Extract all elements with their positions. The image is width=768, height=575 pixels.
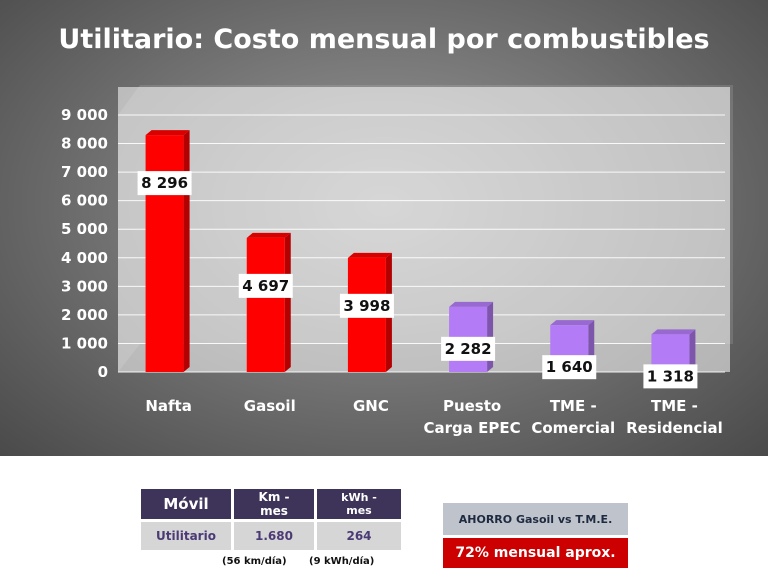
y-tick-label: 4 000 bbox=[61, 249, 108, 267]
x-tick-label: TME - bbox=[651, 397, 698, 415]
data-label-box bbox=[339, 293, 394, 318]
x-tick-label: GNC bbox=[353, 397, 389, 415]
x-tick-label: Puesto bbox=[443, 397, 501, 415]
data-label: 3 998 bbox=[343, 297, 390, 315]
note-km-per-day: (56 km/día) bbox=[222, 556, 287, 567]
data-label-box bbox=[542, 355, 597, 380]
x-tick-label: Carga EPEC bbox=[424, 419, 521, 437]
cell-km: 1.680 bbox=[234, 522, 314, 550]
x-tick-label: Nafta bbox=[145, 397, 192, 415]
bar-top bbox=[550, 320, 595, 326]
x-tick-label: Comercial bbox=[531, 419, 615, 437]
bar bbox=[145, 135, 184, 372]
bar-side bbox=[689, 329, 696, 372]
bar-side bbox=[284, 232, 291, 372]
y-tick-label: 3 000 bbox=[61, 277, 108, 295]
savings-title: AHORRO Gasoil vs T.M.E. bbox=[443, 503, 628, 535]
data-label: 1 640 bbox=[546, 358, 593, 376]
bar-side bbox=[183, 130, 190, 372]
bar-top bbox=[651, 329, 696, 335]
bar-top bbox=[246, 232, 291, 238]
y-tick-label: 9 000 bbox=[61, 106, 108, 124]
bar-top bbox=[145, 130, 190, 136]
bar-top bbox=[347, 252, 392, 258]
header-kwh-mes: kWh - mes bbox=[317, 489, 401, 519]
x-tick-label: Gasoil bbox=[244, 397, 296, 415]
data-label-box bbox=[238, 273, 293, 298]
y-tick-label: 8 000 bbox=[61, 135, 108, 153]
bar-chart: 0 1 000 2 000 3 000 4 000 5 000 6 000 7 000 8 00… bbox=[58, 24, 723, 437]
header-movil: Móvil bbox=[141, 489, 231, 519]
data-label: 1 318 bbox=[647, 367, 694, 385]
data-label: 4 697 bbox=[242, 277, 289, 295]
y-tick-label: 1 000 bbox=[61, 334, 108, 352]
y-tick-label: 2 000 bbox=[61, 306, 108, 324]
header-km-mes: Km - mes bbox=[234, 489, 314, 519]
bar bbox=[246, 237, 285, 372]
x-tick-label: Residencial bbox=[626, 419, 723, 437]
bar-top bbox=[449, 301, 494, 307]
cell-kwh: 264 bbox=[317, 522, 401, 550]
savings-value: 72% mensual aprox. bbox=[443, 538, 628, 568]
table-header-row: Móvil Km - mes kWh - mes bbox=[141, 489, 401, 519]
data-label-box bbox=[441, 336, 496, 361]
data-label-box bbox=[643, 364, 698, 389]
table-row: Utilitario 1.680 264 bbox=[141, 522, 401, 550]
y-tick-label: 0 bbox=[98, 363, 108, 381]
note-kwh-per-day: (9 kWh/día) bbox=[309, 556, 375, 567]
chart-title: Utilitario: Costo mensual por combustibl… bbox=[58, 24, 709, 55]
chart-area: 0 1 000 2 000 3 000 4 000 5 000 6 000 7 000 8 00… bbox=[0, 0, 768, 456]
data-label: 2 282 bbox=[445, 340, 492, 358]
y-tick-label: 5 000 bbox=[61, 220, 108, 238]
data-label: 8 296 bbox=[141, 174, 188, 192]
cell-vehicle: Utilitario bbox=[141, 522, 231, 550]
vehicle-table: Móvil Km - mes kWh - mes Utilitario 1.68… bbox=[138, 486, 404, 553]
data-label-box bbox=[137, 171, 192, 196]
x-tick-label: TME - bbox=[550, 397, 597, 415]
y-tick-label: 6 000 bbox=[61, 192, 108, 210]
y-tick-label: 7 000 bbox=[61, 163, 108, 181]
